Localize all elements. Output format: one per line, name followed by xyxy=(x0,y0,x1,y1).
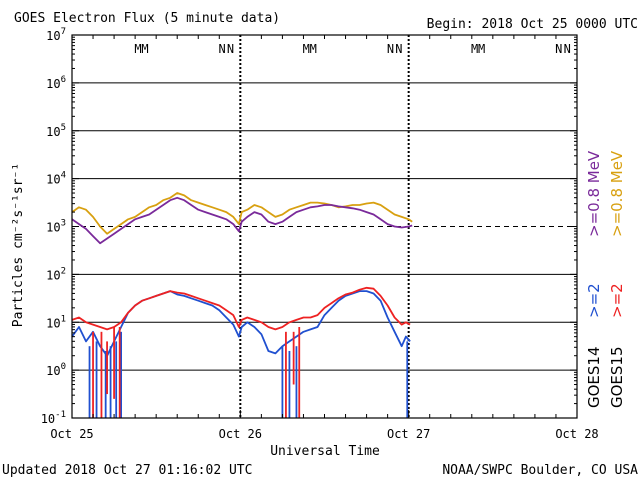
satellite-marker: N xyxy=(564,42,571,56)
series-line xyxy=(71,196,413,245)
y-axis-label: Particles cm⁻²s⁻¹sr⁻¹ xyxy=(11,163,26,327)
satellite-marker: N xyxy=(555,42,562,56)
satellite-marker: M xyxy=(303,42,310,56)
x-axis-label: Universal Time xyxy=(270,444,380,459)
series-line xyxy=(71,286,411,331)
satellite-marker: N xyxy=(387,42,394,56)
legend-entry: >=0.8 MeV xyxy=(585,150,603,237)
legend: GOES14 >=2 >=0.8 MeV GOES15 >=2 >=0.8 MeV xyxy=(585,150,626,408)
legend-group: GOES15 >=2 >=0.8 MeV xyxy=(608,150,626,408)
legend-entry: >=2 xyxy=(585,283,603,318)
satellite-marker: M xyxy=(310,42,317,56)
y-tick-label: 101 xyxy=(46,314,66,330)
x-tick-label: Oct 25 xyxy=(50,427,93,441)
x-tick-label: Oct 27 xyxy=(387,427,430,441)
y-tick-label: 104 xyxy=(46,171,66,187)
satellite-marker: M xyxy=(141,42,148,56)
updated-timestamp: Updated 2018 Oct 27 01:16:02 UTC xyxy=(2,463,252,478)
y-tick-label: 105 xyxy=(46,123,66,139)
legend-group: GOES14 >=2 >=0.8 MeV xyxy=(585,150,603,408)
satellite-marker: M xyxy=(134,42,141,56)
y-tick-label: 103 xyxy=(46,219,66,235)
begin-label: Begin: 2018 Oct 25 0000 UTC xyxy=(427,17,638,32)
legend-entry: >=0.8 MeV xyxy=(608,150,626,237)
source-credit: NOAA/SWPC Boulder, CO USA xyxy=(442,463,638,478)
y-tick-label: 102 xyxy=(46,266,66,282)
legend-group-label: GOES15 xyxy=(608,346,626,408)
satellite-marker: M xyxy=(471,42,478,56)
series-line xyxy=(71,192,413,235)
y-tick-label: 100 xyxy=(46,362,66,378)
y-axis-ticks: 107 106 105 104 103 102 101 100 10-1 xyxy=(41,27,577,426)
grid-lines xyxy=(72,35,577,418)
y-tick-label: 106 xyxy=(46,75,66,91)
y-tick-label: 10-1 xyxy=(41,410,66,426)
x-tick-label: Oct 26 xyxy=(219,427,262,441)
satellite-marker: M xyxy=(478,42,485,56)
legend-entry: >=2 xyxy=(608,283,626,318)
satellite-marker: N xyxy=(218,42,225,56)
satellite-marker: N xyxy=(227,42,234,56)
x-tick-label: Oct 28 xyxy=(555,427,598,441)
chart-title: GOES Electron Flux (5 minute data) xyxy=(14,11,280,26)
y-tick-label: 107 xyxy=(46,27,66,43)
data-series xyxy=(71,192,413,418)
legend-group-label: GOES14 xyxy=(585,346,603,408)
x-axis-ticks: Oct 25 Oct 26 Oct 27 Oct 28 xyxy=(50,35,599,441)
satellite-marker: N xyxy=(395,42,402,56)
